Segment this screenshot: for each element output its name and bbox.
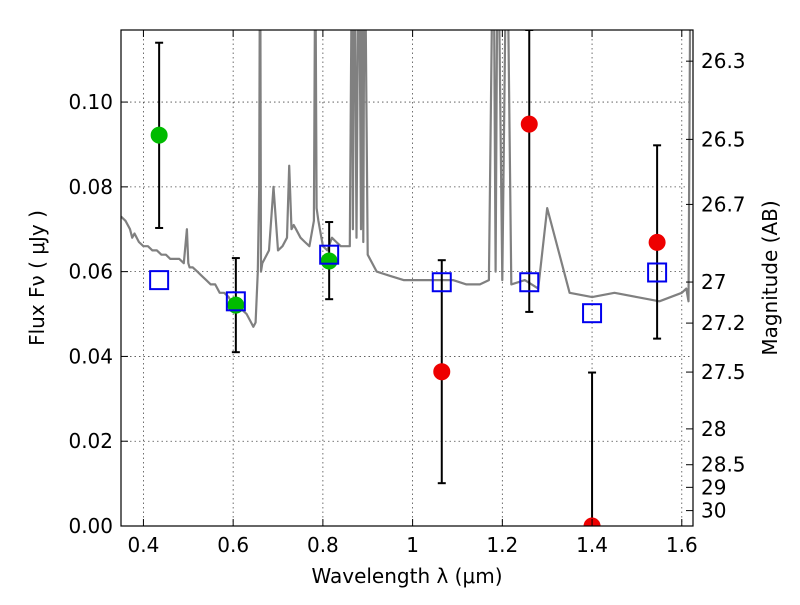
model-point — [582, 303, 603, 324]
x-tick-label: 1 — [406, 533, 419, 557]
magnitude-tick-label: 26.5 — [701, 127, 746, 151]
x-tick-label: 1.2 — [486, 533, 518, 557]
x-tick-label: 0.6 — [217, 533, 249, 557]
x-tick-label: 0.8 — [307, 533, 339, 557]
model-point — [519, 272, 540, 293]
y-tick-label: 0.02 — [68, 429, 113, 453]
magnitude-tick-label: 29 — [701, 475, 726, 499]
y-axis-label: Flux Fν ( μJy ) — [25, 210, 49, 346]
y-tick-label: 0.08 — [68, 175, 113, 199]
nondetection-point — [520, 115, 538, 133]
model-point — [225, 291, 246, 312]
magnitude-tick-label: 27 — [701, 270, 726, 294]
magnitude-tick-label: 30 — [701, 499, 726, 523]
points-layer — [149, 30, 668, 526]
nondetection-point — [648, 233, 666, 251]
magnitude-tick-label: 26.3 — [701, 49, 746, 73]
detection-point — [320, 252, 338, 270]
magnitude-tick-label: 28.5 — [701, 453, 746, 477]
x-tick-label: 1.6 — [666, 533, 698, 557]
magnitude-tick-label: 27.2 — [701, 311, 746, 335]
magnitude-tick-label: 27.5 — [701, 360, 746, 384]
magnitude-tick-label: 26.7 — [701, 192, 746, 216]
spectrum-line — [121, 30, 692, 328]
ticks-layer: 0.4 0.6 0.8 1 1.2 1.4 1.6 0.00 0.02 0.04 0.06 0.08 0… — [68, 30, 746, 557]
x-tick-label: 0.4 — [128, 533, 160, 557]
model-point — [647, 262, 668, 283]
model-point — [319, 244, 340, 265]
spectrum-layer — [121, 30, 692, 328]
magnitude-axis-label: Magnitude (AB) — [758, 200, 782, 355]
y-tick-label: 0.10 — [68, 90, 113, 114]
plot-frame — [120, 29, 694, 527]
x-axis-label: Wavelength λ (μm) — [311, 564, 502, 588]
x-tick-label: 1.4 — [576, 533, 608, 557]
detection-point — [150, 126, 168, 144]
y-tick-label: 0.06 — [68, 260, 113, 284]
model-point — [431, 272, 452, 293]
nondetection-point — [433, 363, 451, 381]
y-tick-label: 0.00 — [68, 514, 113, 538]
magnitude-tick-label: 28 — [701, 417, 726, 441]
model-point — [149, 270, 170, 291]
y-tick-label: 0.04 — [68, 344, 113, 368]
plot-background — [121, 30, 693, 526]
